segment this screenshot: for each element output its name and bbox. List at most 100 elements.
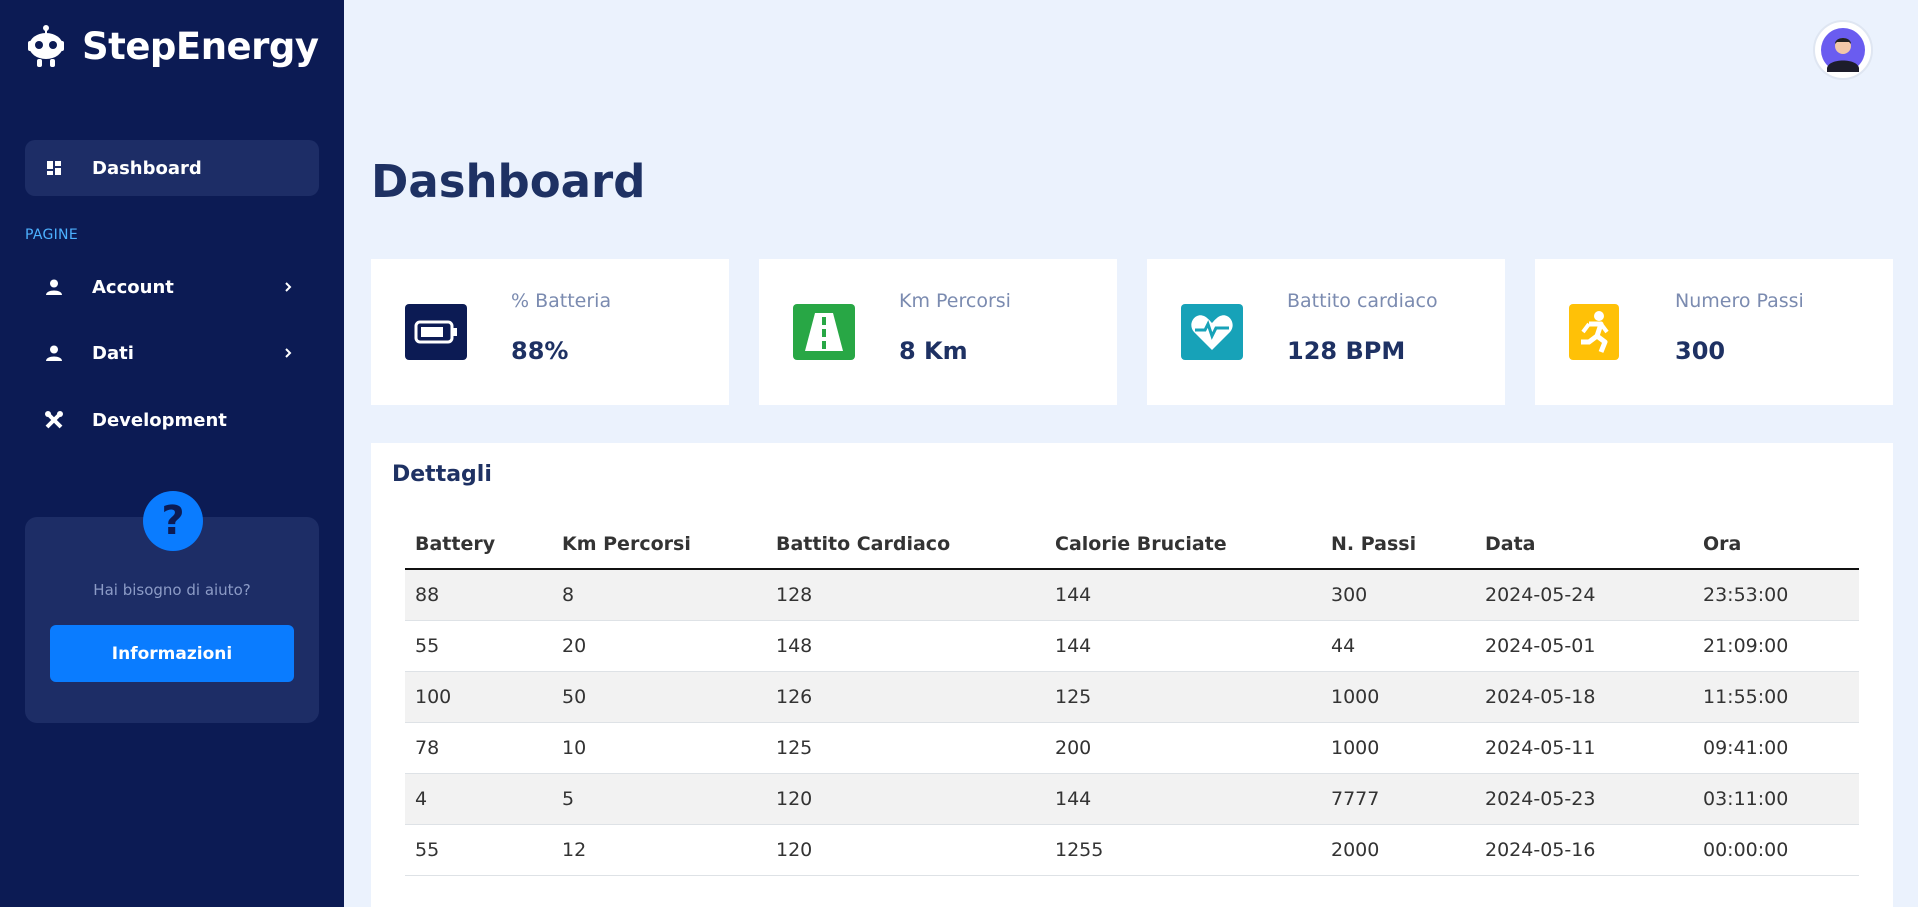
table-cell: 120 (766, 824, 1045, 876)
table-cell: 88 (405, 569, 552, 621)
table-cell: 2024-05-11 (1475, 722, 1693, 774)
table-cell: 20 (552, 620, 766, 672)
sidebar-item-account[interactable]: Account (25, 259, 319, 315)
table-cell: 21:09:00 (1693, 620, 1859, 672)
table-cell: 100 (405, 671, 552, 723)
table-cell: 2000 (1321, 824, 1475, 876)
tools-icon (45, 411, 63, 429)
table-cell: 300 (1321, 569, 1475, 621)
sidebar-item-dati[interactable]: Dati (25, 325, 319, 381)
table-cell: 23:53:00 (1693, 569, 1859, 621)
column-header: Ora (1693, 520, 1859, 570)
table-cell: 4 (405, 773, 552, 825)
table-cell: 00:00:00 (1693, 824, 1859, 876)
table-cell: 2024-05-18 (1475, 671, 1693, 723)
robot-logo-icon (28, 25, 64, 67)
table-cell: 144 (1045, 773, 1321, 825)
stat-card-heartbeat: Battito cardiaco 128 BPM (1147, 259, 1505, 405)
heart-pulse-icon (1181, 304, 1243, 360)
stat-value: 128 BPM (1287, 337, 1406, 365)
table-cell: 78 (405, 722, 552, 774)
sidebar-item-label: Development (92, 409, 227, 431)
table-cell: 125 (766, 722, 1045, 774)
column-header: N. Passi (1321, 520, 1475, 570)
stat-card-steps: Numero Passi 300 (1535, 259, 1893, 405)
stat-label: % Batteria (511, 290, 612, 312)
table-row: 55 12 120 1255 2000 2024-05-16 00:00:00 (405, 824, 1859, 876)
table-cell: 126 (766, 671, 1045, 723)
column-header: Data (1475, 520, 1693, 570)
table-cell: 11:55:00 (1693, 671, 1859, 723)
stat-label: Battito cardiaco (1287, 290, 1438, 312)
table-cell: 1000 (1321, 722, 1475, 774)
table-row: 100 50 126 125 1000 2024-05-18 11:55:00 (405, 671, 1859, 723)
table-cell: 144 (1045, 620, 1321, 672)
details-panel: Dettagli Battery Km Percorsi Battito Car… (371, 443, 1893, 907)
dashboard-grid-icon (45, 159, 63, 177)
sidebar-item-development[interactable]: Development (25, 392, 319, 448)
help-text: Hai bisogno di aiuto? (93, 581, 251, 599)
brand[interactable]: StepEnergy (26, 24, 319, 68)
table-cell: 1000 (1321, 671, 1475, 723)
stat-value: 8 Km (899, 337, 968, 365)
table-cell: 2024-05-23 (1475, 773, 1693, 825)
table-cell: 8 (552, 569, 766, 621)
table-row: 4 5 120 144 7777 2024-05-23 03:11:00 (405, 773, 1859, 825)
table-cell: 144 (1045, 569, 1321, 621)
sidebar-item-label: Dati (92, 342, 134, 364)
info-button[interactable]: Informazioni (50, 625, 294, 682)
sidebar-item-label: Account (92, 276, 174, 298)
sidebar-item-dashboard[interactable]: Dashboard (25, 140, 319, 196)
table-cell: 55 (405, 824, 552, 876)
column-header: Battery (405, 520, 552, 570)
details-table: Battery Km Percorsi Battito Cardiaco Cal… (405, 520, 1859, 876)
brand-name: StepEnergy (82, 24, 319, 68)
sidebar: StepEnergy Dashboard PAGINE Account (0, 0, 344, 907)
stat-card-km: Km Percorsi 8 Km (759, 259, 1117, 405)
table-cell: 2024-05-01 (1475, 620, 1693, 672)
avatar[interactable] (1813, 20, 1873, 80)
table-cell: 5 (552, 773, 766, 825)
battery-icon (405, 304, 467, 360)
table-cell: 7777 (1321, 773, 1475, 825)
table-cell: 10 (552, 722, 766, 774)
table-cell: 1255 (1045, 824, 1321, 876)
road-icon (793, 304, 855, 360)
table-cell: 44 (1321, 620, 1475, 672)
table-cell: 200 (1045, 722, 1321, 774)
user-avatar-icon (1821, 28, 1865, 72)
question-icon: ? (143, 491, 203, 551)
stat-value: 88% (511, 337, 569, 365)
column-header: Km Percorsi (552, 520, 766, 570)
table-cell: 12 (552, 824, 766, 876)
stat-value: 300 (1675, 337, 1726, 365)
user-icon (45, 344, 63, 362)
table-cell: 2024-05-16 (1475, 824, 1693, 876)
table-cell: 120 (766, 773, 1045, 825)
table-row: 55 20 148 144 44 2024-05-01 21:09:00 (405, 620, 1859, 672)
table-row: 78 10 125 200 1000 2024-05-11 09:41:00 (405, 722, 1859, 774)
table-cell: 128 (766, 569, 1045, 621)
stat-label: Km Percorsi (899, 290, 1011, 312)
running-icon (1569, 304, 1619, 360)
sidebar-item-label: Dashboard (92, 157, 202, 179)
section-label: PAGINE (25, 227, 78, 243)
table-cell: 55 (405, 620, 552, 672)
page-title: Dashboard (371, 155, 646, 208)
stat-label: Numero Passi (1675, 290, 1804, 312)
table-cell: 09:41:00 (1693, 722, 1859, 774)
table-cell: 125 (1045, 671, 1321, 723)
column-header: Calorie Bruciate (1045, 520, 1321, 570)
table-cell: 148 (766, 620, 1045, 672)
table-cell: 50 (552, 671, 766, 723)
details-title: Dettagli (392, 462, 492, 487)
table-header-row: Battery Km Percorsi Battito Cardiaco Cal… (405, 520, 1859, 570)
column-header: Battito Cardiaco (766, 520, 1045, 570)
table-row: 88 8 128 144 300 2024-05-24 23:53:00 (405, 569, 1859, 621)
chevron-right-icon (285, 348, 292, 358)
table-cell: 03:11:00 (1693, 773, 1859, 825)
help-card: ? Hai bisogno di aiuto? Informazioni (25, 491, 319, 723)
chevron-right-icon (285, 282, 292, 292)
table-cell: 2024-05-24 (1475, 569, 1693, 621)
user-icon (45, 278, 63, 296)
